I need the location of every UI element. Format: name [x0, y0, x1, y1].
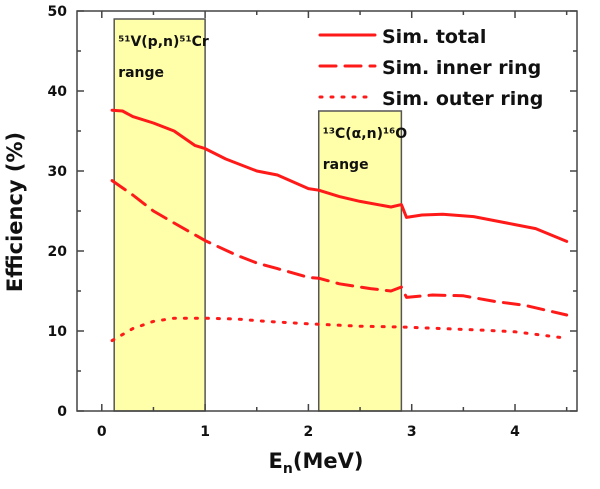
x-tick-label: 2 — [304, 424, 314, 440]
region-box — [317, 110, 403, 412]
y-tick-label: 10 — [48, 324, 68, 340]
legend: Sim. total Sim. inner ring Sim. outer ring — [318, 26, 543, 110]
legend-label: Sim. inner ring — [382, 57, 541, 79]
region-label: ¹³C(α,n)¹⁶O — [323, 126, 408, 142]
legend-label: Sim. total — [382, 26, 486, 48]
legend-label: Sim. outer ring — [382, 88, 543, 110]
y-tick-label: 50 — [48, 4, 68, 20]
series-line-dashed — [110, 179, 569, 317]
region-label: ⁵¹V(p,n)⁵¹Cr — [118, 34, 209, 50]
region-label: range — [118, 65, 164, 81]
x-tick-label: 4 — [510, 424, 520, 440]
series-line-solid — [110, 108, 569, 243]
x-tick-label: 1 — [200, 424, 210, 440]
x-tick-label: 3 — [407, 424, 417, 440]
y-tick-label: 40 — [48, 84, 68, 100]
y-tick-label: 30 — [48, 164, 68, 180]
x-axis-label: En(MeV) — [269, 449, 364, 477]
x-tick-label: 0 — [97, 424, 107, 440]
y-tick-label: 0 — [57, 404, 67, 420]
y-axis-label: Efficiency (%) — [3, 132, 27, 292]
regions-layer: ⁵¹V(p,n)⁵¹Cr range ¹³C(α,n)¹⁶O range — [113, 18, 408, 412]
y-tick-label: 20 — [48, 244, 68, 260]
series-layer — [110, 108, 569, 343]
region-label: range — [323, 157, 369, 173]
